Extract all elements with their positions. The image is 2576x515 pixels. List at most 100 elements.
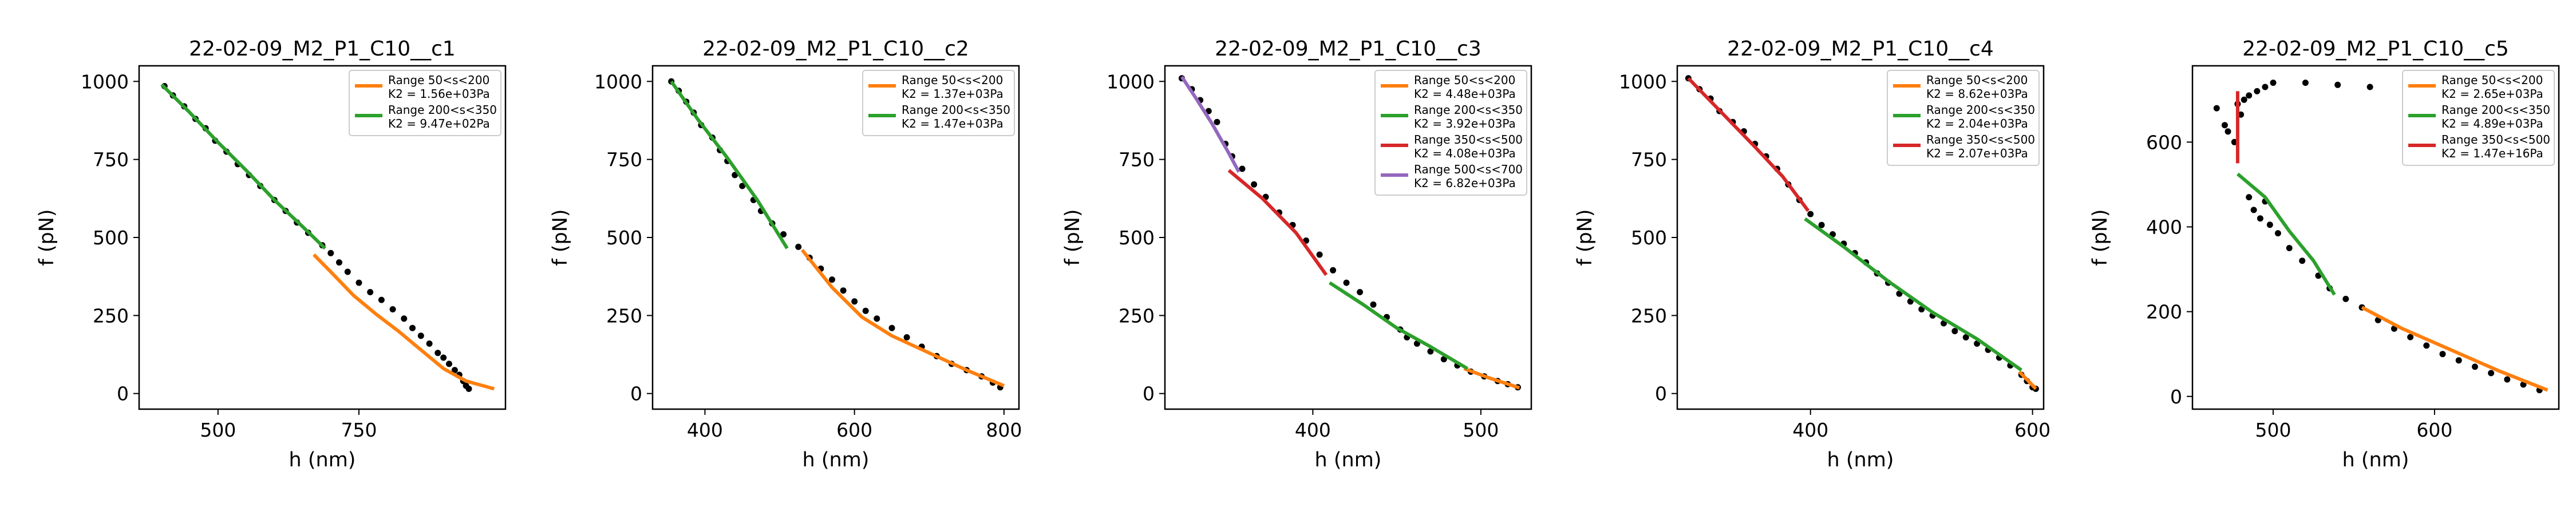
chart-panel: 22-02-09_M2_P1_C10__c4 400 600 0 250 500 750 10… [1574,37,2050,472]
legend-label: Range 500<s<700 [1414,163,1523,176]
legend-label: Range 50<s<200 [388,73,489,87]
data-point [336,259,342,266]
fit-line [2236,172,2336,296]
legend-label: Range 50<s<200 [1926,73,2028,87]
x-tick-label: 600 [836,419,872,441]
data-point [2504,376,2511,383]
y-tick-label: 250 [1631,304,1667,327]
fit-line [1329,281,1468,370]
legend-sublabel: K2 = 6.82e+03Pa [1414,176,1516,190]
axes-frame [1164,65,1532,410]
data-point [344,268,351,275]
legend-box [1887,70,2040,166]
legend-sublabel: K2 = 2.04e+03Pa [1926,117,2028,130]
y-tick-label: 0 [117,383,129,405]
legend-sublabel: K2 = 1.56e+03Pa [388,87,490,101]
x-tick-label: 750 [341,419,377,441]
x-tick-label: 600 [2014,419,2050,441]
legend-sublabel: K2 = 3.92e+03Pa [1414,117,1516,130]
x-tick-label: 500 [200,419,236,441]
y-tick-label: 1000 [1619,70,1667,93]
data-point [2241,96,2247,103]
fit-line [1804,217,2022,372]
y-tick-label: 500 [93,227,129,249]
chart-panel: 22-02-09_M2_P1_C10__c5 500 600 0 200 400 600 h … [2089,37,2560,472]
y-axis-label: f (pN) [549,209,572,266]
chart-title: 22-02-09_M2_P1_C10__c1 [189,37,456,61]
legend-label: Range 200<s<350 [1414,103,1523,117]
data-point [1818,221,1825,228]
legend-label: Range 200<s<350 [388,103,497,117]
fit-line [1463,367,1520,390]
data-point [1316,251,1323,258]
chart-panel: 22-02-09_M2_P1_C10__c1 500 750 0 250 500 750 10… [35,37,507,472]
axes-frame [138,65,507,410]
data-point [888,324,895,331]
data-point [2455,357,2462,364]
data-point [1330,267,1337,274]
x-tick-label: 600 [2416,419,2452,441]
chart-title: 22-02-09_M2_P1_C10__c3 [1215,37,1481,61]
legend-box [1374,70,1527,196]
data-point [2286,245,2293,251]
data-point [2266,221,2273,228]
data-point [2254,88,2261,94]
data-point [426,340,433,347]
legend-label: Range 350<s<500 [2441,133,2550,146]
y-tick-label: 200 [2146,301,2182,323]
data-point [903,334,910,340]
data-point [417,332,424,339]
data-point [2471,363,2478,370]
y-tick-label: 500 [606,227,642,249]
fit-line [1227,169,1328,276]
data-point [2342,295,2349,302]
data-point [1951,328,1958,335]
data-point [1214,118,1220,125]
fit-line [800,248,1005,387]
data-point [2334,81,2341,88]
legend-label: Range 200<s<350 [2441,103,2550,117]
chart-panel: 22-02-09_M2_P1_C10__c2 400 600 800 0 250 500 75… [549,37,1022,472]
data-point [2366,84,2373,90]
data-point [409,324,416,331]
y-axis-label: f (pN) [2089,209,2112,266]
data-point [378,296,385,303]
data-point [1962,334,1969,340]
data-point [1427,348,1434,355]
fit-line [1687,77,1810,212]
data-point [440,354,447,361]
data-point [2302,80,2309,86]
x-tick-label: 800 [986,419,1022,441]
data-point [874,315,880,322]
legend-sublabel: K2 = 2.65e+03Pa [2441,87,2543,101]
y-tick-label: 750 [606,149,642,171]
data-point [1370,301,1377,308]
legend-box [349,70,501,136]
y-tick-label: 250 [606,304,642,327]
legend-label: Range 350<s<500 [1414,133,1523,146]
data-point [2274,230,2281,237]
y-tick-label: 400 [2146,216,2182,238]
data-point [401,315,408,322]
data-point [367,289,374,295]
x-axis-label: h (nm) [289,449,356,472]
data-point [862,307,869,314]
legend-sublabel: K2 = 1.47e+16Pa [2441,146,2543,160]
fit-line [2018,370,2037,390]
data-point [2407,334,2414,340]
legend-label: Range 50<s<200 [902,73,1003,87]
data-point [2423,342,2430,349]
legend-label: Range 200<s<350 [1926,103,2035,117]
legend-label: Range 50<s<200 [2441,73,2543,87]
y-tick-label: 0 [1655,383,1667,405]
data-point [2262,84,2269,90]
x-tick-label: 400 [687,419,723,441]
x-tick-label: 500 [1463,419,1499,441]
y-axis-label: f (pN) [1061,209,1084,266]
chart-title: 22-02-09_M2_P1_C10__c2 [702,37,969,61]
